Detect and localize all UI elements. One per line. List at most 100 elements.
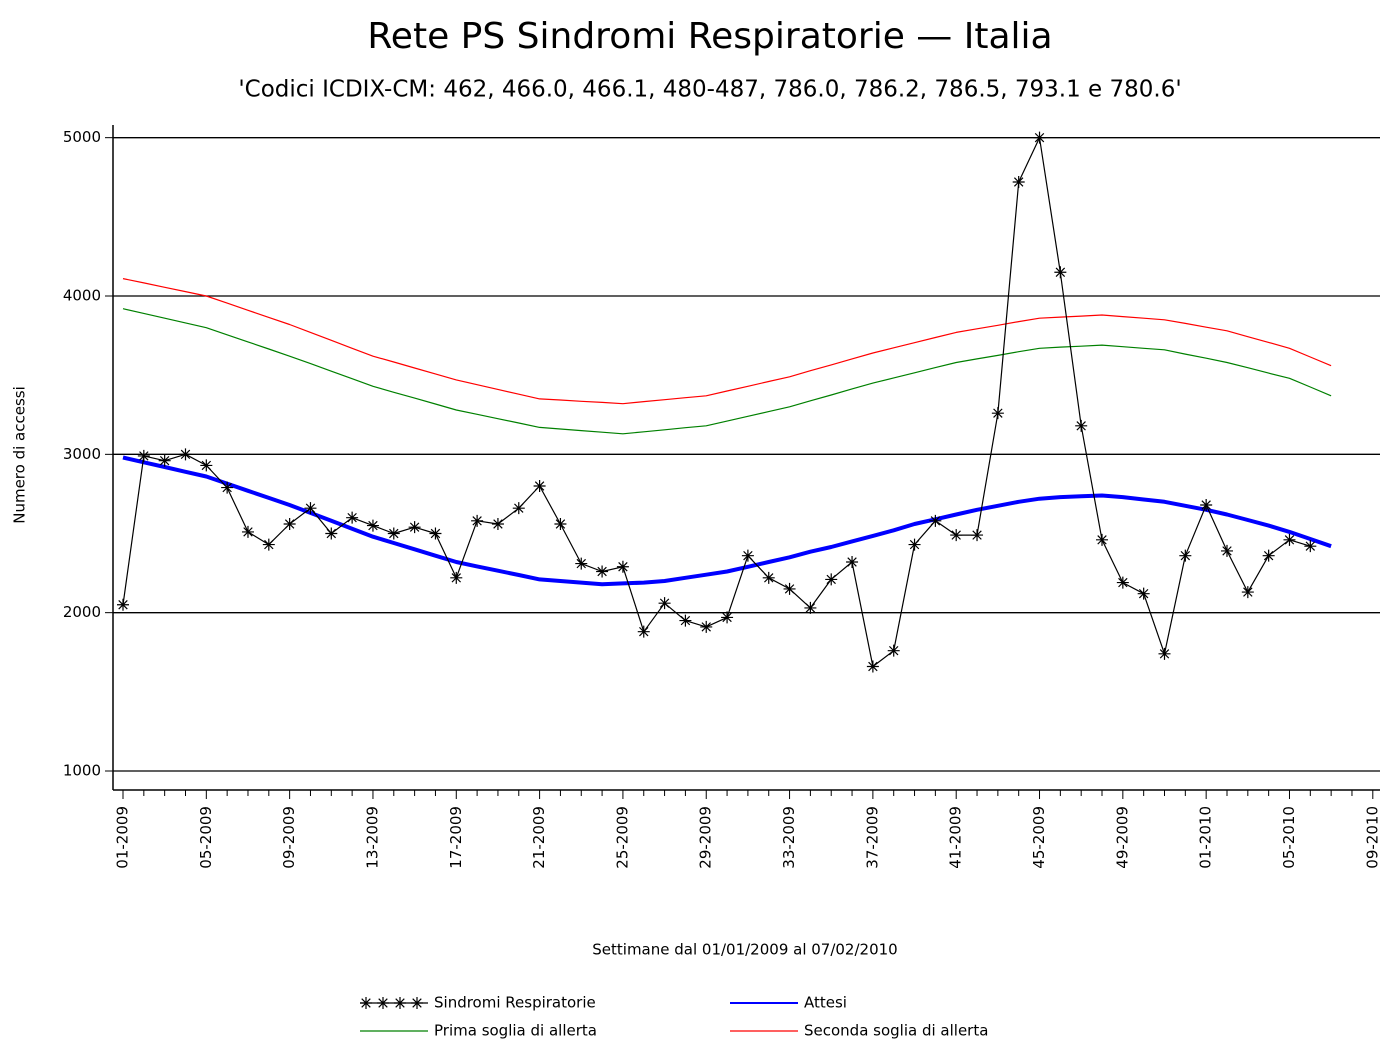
y-tick-label: 2000: [63, 603, 101, 621]
data-point: [1220, 544, 1233, 557]
data-point: [1054, 266, 1067, 279]
x-tick-label: 29-2009: [697, 806, 715, 869]
legend-item: Attesi: [730, 994, 847, 1012]
legend-marker: [411, 997, 423, 1009]
data-point: [387, 527, 400, 540]
y-tick-label: 5000: [63, 128, 101, 146]
data-point: [596, 565, 609, 578]
data-point: [366, 519, 379, 532]
x-tick-label: 25-2009: [613, 806, 631, 869]
data-point: [1116, 576, 1129, 589]
legend-marker: [360, 997, 372, 1009]
x-tick-label: 45-2009: [1030, 806, 1048, 869]
y-tick-label: 3000: [63, 445, 101, 463]
data-point: [1096, 533, 1109, 546]
data-point: [1262, 549, 1275, 562]
data-point: [491, 518, 504, 530]
x-tick-label: 05-2009: [197, 806, 215, 869]
data-point: [179, 448, 192, 461]
x-tick-label: 09-2010: [1363, 806, 1381, 869]
data-point: [887, 644, 900, 657]
data-point: [117, 598, 129, 611]
data-point: [1241, 586, 1254, 599]
data-point: [450, 571, 463, 584]
data-point: [200, 459, 213, 472]
data-point: [1033, 131, 1046, 144]
data-point: [554, 518, 567, 530]
series-line: [122, 455, 1332, 587]
data-point: [575, 557, 588, 570]
series-line: [122, 308, 1332, 435]
data-point: [616, 560, 629, 573]
data-point: [700, 620, 713, 633]
legend-label: Sindromi Respiratorie: [434, 994, 596, 1012]
x-tick-label: 09-2009: [280, 806, 298, 869]
data-point: [825, 573, 838, 586]
y-tick-label: 4000: [63, 287, 101, 305]
data-point: [637, 625, 650, 638]
data-point: [721, 611, 734, 624]
data-point: [846, 556, 859, 568]
data-point: [1012, 176, 1025, 188]
data-point: [158, 454, 171, 467]
data-point: [1283, 533, 1296, 546]
x-tick-label: 01-2009: [114, 806, 132, 869]
legend-item: Seconda soglia di allerta: [730, 1022, 988, 1040]
x-tick-label: 33-2009: [780, 806, 798, 869]
chart-subtitle: 'Codici ICDIX-CM: 462, 466.0, 466.1, 480…: [238, 77, 1181, 103]
legend-marker: [377, 997, 389, 1009]
data-point: [262, 538, 275, 551]
chart-title: Rete PS Sindromi Respiratorie — Italia: [367, 16, 1052, 57]
data-point: [1137, 587, 1150, 600]
x-axis-label: Settimane dal 01/01/2009 al 07/02/2010: [592, 941, 897, 959]
data-point: [783, 582, 796, 595]
data-point: [866, 660, 879, 673]
data-point: [346, 511, 359, 524]
data-point: [741, 549, 754, 562]
data-point: [471, 514, 484, 527]
data-point: [679, 614, 692, 627]
data-point: [929, 514, 942, 527]
data-point: [429, 527, 442, 540]
data-point: [971, 529, 984, 542]
data-point: [1158, 647, 1171, 660]
data-point: [512, 502, 525, 515]
data-point: [221, 481, 234, 494]
x-tick-label: 21-2009: [530, 806, 548, 869]
data-point: [325, 527, 338, 540]
data-point: [241, 525, 254, 538]
data-point: [533, 480, 546, 492]
x-tick-label: 05-2010: [1280, 806, 1298, 869]
data-point: [408, 521, 421, 534]
x-tick-label: 49-2009: [1113, 806, 1131, 869]
legend-item: Prima soglia di allerta: [360, 1022, 597, 1040]
y-axis-label: Numero di accessi: [11, 386, 29, 524]
data-point: [950, 529, 963, 542]
x-tick-label: 13-2009: [363, 806, 381, 869]
data-point: [1179, 549, 1192, 562]
x-tick-label: 01-2010: [1197, 806, 1215, 869]
legend-label: Seconda soglia di allerta: [804, 1022, 988, 1040]
data-point: [762, 571, 775, 584]
data-point: [137, 449, 150, 462]
legend-label: Prima soglia di allerta: [434, 1022, 597, 1040]
y-tick-label: 1000: [63, 762, 101, 780]
x-tick-label: 17-2009: [447, 806, 465, 869]
data-point: [804, 601, 817, 614]
legend-label: Attesi: [804, 994, 847, 1012]
legend-marker: [394, 997, 406, 1009]
x-tick-label: 37-2009: [863, 806, 881, 869]
data-point: [283, 518, 296, 530]
data-point: [1075, 419, 1088, 432]
data-point: [1200, 499, 1213, 511]
x-tick-label: 41-2009: [947, 806, 965, 869]
data-point: [991, 407, 1004, 420]
series-line: [122, 137, 1311, 668]
legend-item: Sindromi Respiratorie: [360, 994, 596, 1012]
data-point: [908, 538, 921, 551]
data-point: [658, 597, 671, 610]
data-point: [304, 502, 317, 515]
series-line: [122, 278, 1332, 405]
data-point: [1304, 540, 1317, 553]
